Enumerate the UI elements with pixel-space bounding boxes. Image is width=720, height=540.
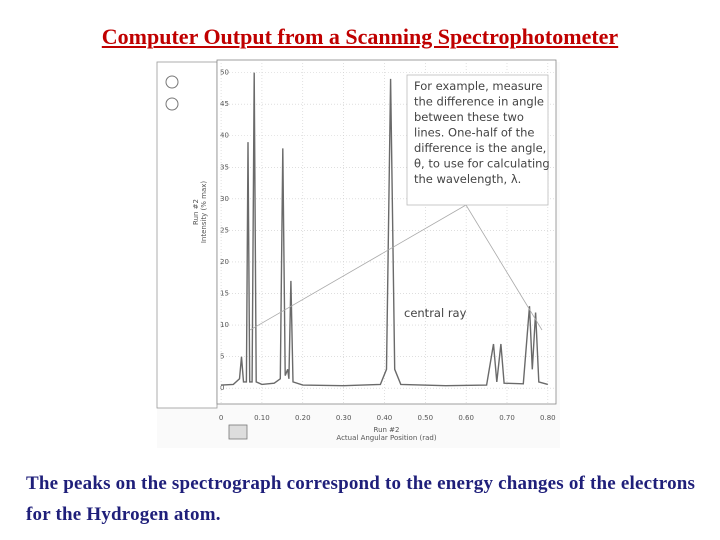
x-axis-label-line: Run #2 (374, 426, 400, 434)
annotation-line: the difference in angle (414, 95, 544, 109)
x-tick-label: 0.80 (540, 414, 556, 422)
annotation-line: difference is the angle, (414, 141, 546, 155)
x-tick-label: 0.10 (254, 414, 270, 422)
slide-title: Computer Output from a Scanning Spectrop… (101, 24, 619, 49)
annotation-line: lines. One-half of the (414, 126, 534, 140)
x-tick-label: 0.20 (295, 414, 311, 422)
x-tick-label: 0 (219, 414, 223, 422)
slide-caption: The peaks on the spectrograph correspond… (26, 473, 696, 525)
annotation-line: between these two (414, 110, 524, 124)
y-axis-label: Run #2Intensity (% max) (192, 181, 208, 244)
x-tick-label: 0.60 (458, 414, 474, 422)
annotation-line: For example, measure (414, 79, 543, 93)
icon (228, 424, 248, 440)
y-tick-label: 40 (220, 132, 229, 140)
y-axis-label-line: Run #2 (192, 199, 200, 225)
y-tick-label: 15 (220, 290, 229, 298)
guide-line (249, 204, 467, 331)
y-tick-label: 10 (220, 321, 229, 329)
annotation-line: θ, to use for calculating (414, 157, 550, 171)
y-tick-label: 45 (220, 100, 229, 108)
annotation-box (406, 74, 549, 206)
icon (165, 75, 179, 89)
x-tick-label: 0.70 (499, 414, 515, 422)
guide-line (465, 204, 543, 331)
icon (165, 97, 179, 111)
y-tick-label: 0 (220, 384, 224, 392)
y-tick-label: 25 (220, 226, 229, 234)
x-tick-label: 0.30 (336, 414, 352, 422)
x-axis-label: Run #2 Actual Angular Position (rad) (336, 426, 436, 442)
y-tick-label: 50 (220, 69, 229, 77)
y-tick-label: 20 (220, 258, 229, 266)
spectrum-line (221, 72, 548, 387)
annotation-line: the wavelength, λ. (414, 172, 521, 186)
scan-sidebar (156, 61, 218, 409)
ray-label: central ray (404, 306, 467, 320)
annotation: For example, measure the difference in an… (414, 79, 550, 186)
y-tick-label: 5 (220, 353, 224, 361)
x-tick-label: 0.50 (418, 414, 434, 422)
y-tick-label: 30 (220, 195, 229, 203)
y-tick-label: 35 (220, 163, 229, 171)
y-axis-label-line: Intensity (% max) (200, 181, 208, 244)
x-tick-label: 0.40 (377, 414, 393, 422)
x-axis-label-line: Actual Angular Position (rad) (336, 434, 436, 442)
